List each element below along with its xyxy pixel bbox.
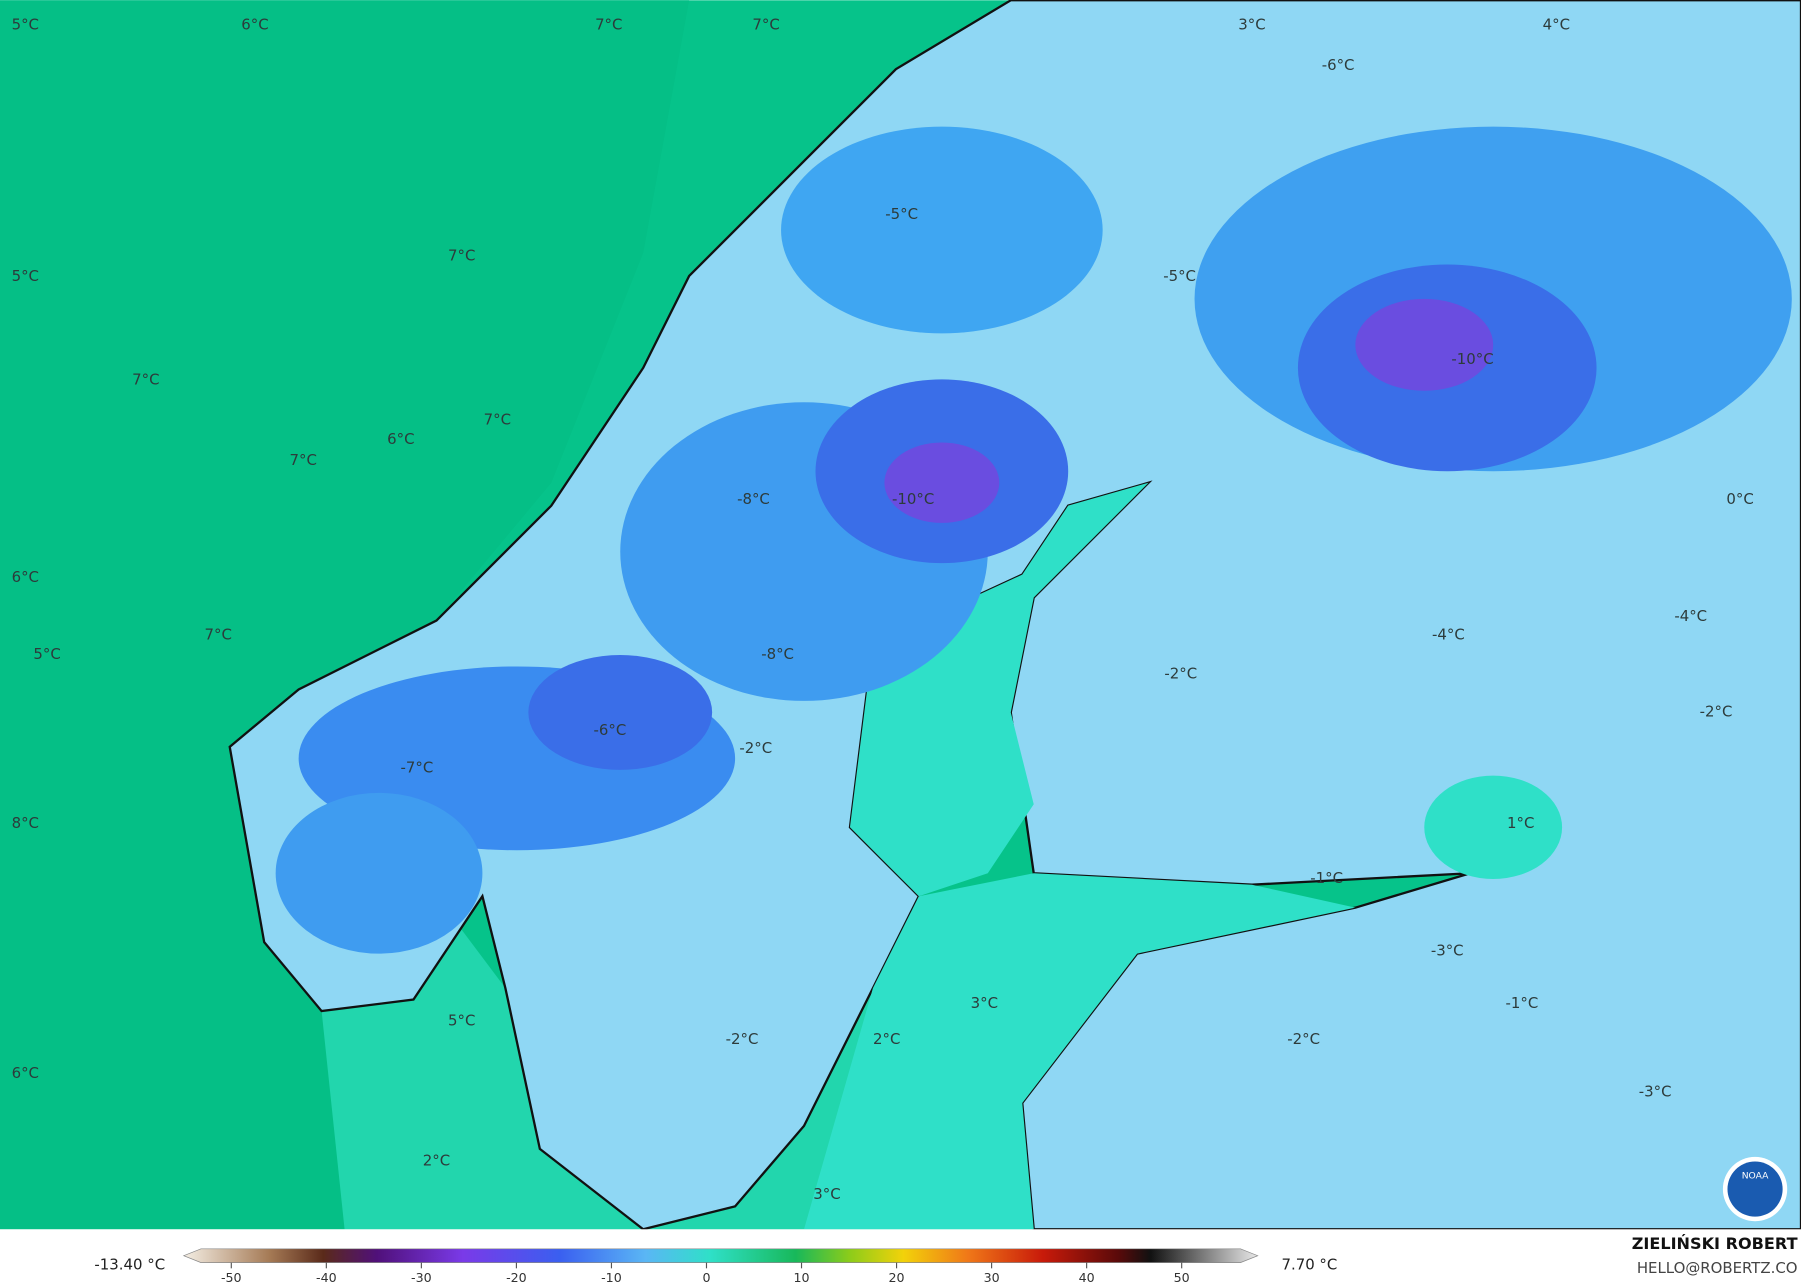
- email: HELLO@ROBERTZ.CO: [1637, 1259, 1798, 1277]
- max-label: 7.70 °C: [1281, 1255, 1337, 1273]
- temperature-label: 7°C: [448, 246, 475, 264]
- temperature-label: -1°C: [1310, 869, 1343, 887]
- temperature-label: 2°C: [873, 1030, 900, 1048]
- cold-area: [781, 126, 1103, 334]
- temperature-label: -5°C: [885, 205, 918, 223]
- warm-area: [1424, 775, 1563, 879]
- temperature-label: 3°C: [971, 994, 998, 1012]
- temperature-label: 7°C: [595, 16, 622, 34]
- colorbar-ticks: -50 -40 -30 -20 -10 0 10 20 30 40 50: [221, 1262, 1190, 1285]
- colorbar: [182, 1248, 1259, 1263]
- noaa-logo: NOAA: [1722, 1156, 1788, 1222]
- temperature-label: 4°C: [1543, 16, 1570, 34]
- temperature-label: 5°C: [12, 267, 39, 285]
- colorbar-tick-label: 40: [1079, 1270, 1095, 1285]
- temperature-label: -10°C: [892, 490, 934, 508]
- logo-disc: [1727, 1161, 1783, 1217]
- colorbar-tick-label: 10: [793, 1270, 809, 1285]
- temperature-label: 6°C: [12, 1064, 39, 1082]
- temperature-label: 1°C: [1507, 814, 1534, 832]
- temperature-label: -2°C: [739, 739, 772, 757]
- temperature-label: 3°C: [813, 1185, 840, 1203]
- temperature-label: -10°C: [1451, 350, 1493, 368]
- temperature-label: 5°C: [448, 1011, 475, 1029]
- temperature-label: 0°C: [1726, 490, 1753, 508]
- colorbar-tick-label: -20: [506, 1270, 527, 1285]
- cold-core: [1355, 298, 1494, 391]
- colorbar-tick-label: -50: [221, 1270, 242, 1285]
- temperature-label: -2°C: [1287, 1030, 1320, 1048]
- temperature-label: 5°C: [12, 16, 39, 34]
- baltic-sea: [804, 873, 1356, 1230]
- temperature-label: -6°C: [594, 721, 627, 739]
- cold-core: [884, 442, 1000, 523]
- colorbar-tick-label: -10: [601, 1270, 622, 1285]
- temperature-label: 2°C: [423, 1152, 450, 1170]
- temperature-label: 7°C: [290, 451, 317, 469]
- temperature-label: -4°C: [1432, 625, 1465, 643]
- sea-west: [0, 0, 690, 1230]
- gulf-of-bothnia: [849, 482, 1149, 897]
- cold-areas: [275, 126, 1792, 954]
- temperature-label: 6°C: [387, 430, 414, 448]
- min-label: -13.40 °C: [94, 1255, 165, 1273]
- author: ZIELIŃSKI ROBERT: [1632, 1234, 1798, 1253]
- temperature-label: -7°C: [401, 759, 434, 777]
- temperature-label: 6°C: [12, 568, 39, 586]
- colorbar-tick-label: 30: [984, 1270, 1000, 1285]
- temperature-label: -3°C: [1639, 1083, 1672, 1101]
- temperature-label: -5°C: [1163, 267, 1196, 285]
- colorbar-tick-label: 50: [1174, 1270, 1190, 1285]
- logo-text: NOAA: [1742, 1171, 1769, 1182]
- temperature-label: 7°C: [205, 625, 232, 643]
- temperature-label: -2°C: [1700, 702, 1733, 720]
- sea-south: [229, 712, 1034, 1230]
- temperature-label: -6°C: [1322, 56, 1355, 74]
- temperature-label: 8°C: [12, 814, 39, 832]
- temperature-label: 5°C: [33, 645, 60, 663]
- temperature-label: -2°C: [1164, 665, 1197, 683]
- colorbar-tick-label: 20: [889, 1270, 905, 1285]
- temperature-label: -1°C: [1506, 994, 1539, 1012]
- temperature-label: 7°C: [132, 370, 159, 388]
- colorbar-tick-label: -30: [411, 1270, 432, 1285]
- temperature-label: -4°C: [1674, 607, 1707, 625]
- temperature-label: -2°C: [726, 1030, 759, 1048]
- temperature-label: -8°C: [761, 645, 794, 663]
- temperature-label: -8°C: [737, 490, 770, 508]
- temperature-label: 3°C: [1238, 16, 1265, 34]
- colorbar-tick-label: -40: [316, 1270, 337, 1285]
- colorbar-tick-label: 0: [702, 1270, 710, 1285]
- temperature-label: 6°C: [241, 16, 268, 34]
- cold-area: [528, 654, 713, 770]
- temperature-label: 7°C: [484, 411, 511, 429]
- cold-area: [275, 792, 483, 954]
- temperature-label: -3°C: [1431, 941, 1464, 959]
- temperature-label: 7°C: [752, 16, 779, 34]
- temperature-labels: 5°C 6°C 7°C 7°C 3°C 4°C -6°C -5°C 7°C 5°C -5°C 7°C -…: [12, 16, 1754, 1203]
